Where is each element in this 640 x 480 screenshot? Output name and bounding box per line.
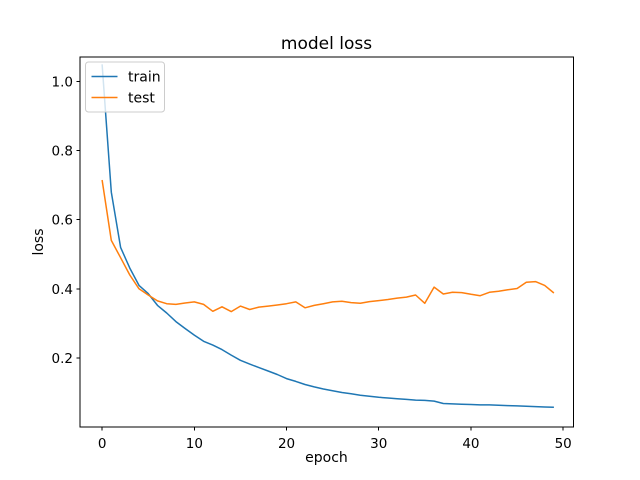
x-axis-ticks: 0 10 20 30 40 50: [98, 427, 572, 452]
y-tick-label: 0.4: [52, 282, 73, 298]
x-tick-label: 0: [98, 436, 107, 452]
x-tick-label: 30: [370, 436, 387, 452]
y-tick-label: 1.0: [52, 75, 73, 91]
axes-frame: [79, 56, 574, 428]
legend-box: [85, 61, 165, 113]
x-tick-label: 50: [555, 436, 572, 452]
y-tick-label: 0.2: [52, 351, 73, 367]
x-tick-label: 20: [278, 436, 295, 452]
series-line-test: [101, 179, 555, 313]
chart-title: model loss: [281, 34, 372, 54]
series-line-train: [101, 64, 554, 409]
legend-label-train: train: [128, 70, 161, 86]
y-axis-ticks: 0.2 0.4 0.6 0.8 1.0: [52, 75, 80, 367]
legend-label-test: test: [128, 91, 155, 107]
y-axis-label: loss: [31, 228, 47, 255]
x-tick-label: 40: [462, 436, 479, 452]
y-tick-label: 0.8: [52, 144, 73, 160]
series-lines: [101, 64, 555, 409]
x-tick-label: 10: [186, 436, 203, 452]
x-axis-label: epoch: [305, 450, 348, 466]
y-tick-label: 0.6: [52, 213, 73, 229]
legend: train test: [85, 61, 165, 113]
